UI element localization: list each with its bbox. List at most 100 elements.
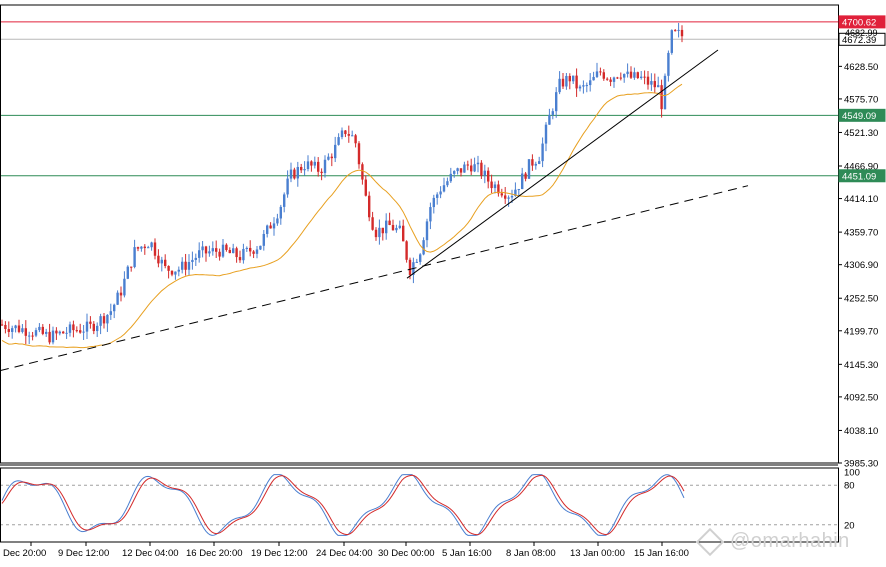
candle-body [578,86,582,89]
candle-body [425,221,429,241]
candle-body [279,206,282,219]
candles [0,22,684,345]
candle-body [116,292,119,305]
candle-body [11,328,14,332]
candle-body [306,161,310,170]
price-tick-label-8: 4199.70 [844,326,878,337]
candle-body [351,135,354,137]
candle-body [62,331,65,334]
candle-body [500,193,503,196]
candle-body [283,194,286,207]
candle-body [296,166,299,179]
candle-body [187,262,191,270]
candle-body [507,197,510,199]
level-box-1 [838,32,886,46]
candle-body [405,241,408,260]
candle-body [592,76,595,81]
candle-body [510,195,514,198]
candle-body [640,76,643,78]
candle-body [439,191,442,195]
candle-body [582,85,585,87]
osc-axis-label-2: 20 [844,520,855,531]
candle-body [453,171,456,174]
candle-body [612,77,616,82]
candle-body [334,144,337,159]
candle-body [602,72,605,79]
candle-body [293,169,296,179]
price-tick-label-9: 4145.30 [844,360,878,371]
candle-body [524,173,527,179]
candle-body [663,75,667,110]
candle-body [289,169,293,179]
candle-body [45,331,48,334]
candle-body [194,257,197,260]
candle-body [670,30,673,53]
candle-body [643,76,646,78]
candle-body [96,325,99,332]
candle-body [629,71,633,78]
candle-body [198,250,201,258]
candle-body [31,335,34,337]
watermark-logo-icon [695,527,725,556]
candle-body [538,161,541,164]
candle-body [51,330,55,343]
candle-body [245,247,248,249]
candle-body [55,330,58,334]
candle-body [7,329,10,332]
time-label-5: 24 Dec 04:00 [316,548,373,559]
stoch-main-line [1,474,685,536]
candle-body [633,72,636,78]
candle-body [585,85,588,87]
candle-body [14,325,17,329]
candle-body [606,78,609,80]
candle-body [660,85,663,110]
candle-body [153,242,157,256]
candle-body [123,278,126,296]
candle-body [337,137,340,145]
candle-body [344,130,347,135]
candle-body [330,156,333,159]
candle-body [572,75,575,82]
level-box-3 [838,169,886,183]
moving-average-line [1,83,683,349]
candle-body [340,130,344,138]
level-box-0 [838,15,886,29]
price-tick-label-2: 4521.30 [844,128,878,139]
candle-body [157,255,160,264]
candle-body [371,217,374,230]
time-label-4: 19 Dec 12:00 [251,548,308,559]
candle-body [320,171,323,174]
level-label-1: 4672.39 [842,35,876,46]
candle-body [446,181,449,186]
candle-body [466,164,469,166]
osc-axis-label-0: 100 [844,468,860,479]
candle-body [147,247,150,249]
candle-body [422,240,425,255]
candle-body [0,324,4,326]
candle-body [327,156,330,160]
candle-body [374,229,378,238]
candle-body [201,246,204,251]
candle-body [385,220,388,234]
candle-body [476,162,480,165]
candle-body [680,29,684,37]
candle-body [480,162,483,176]
candle-body [242,248,245,261]
candle-body [136,247,140,249]
candle-body [517,189,520,191]
candle-body [449,173,452,182]
stoch-signal-line [1,474,685,536]
candle-body [130,266,133,268]
osc-axis-label-1: 80 [844,481,855,492]
candle-body [41,326,44,334]
candle-body [113,304,116,312]
candle-body [133,247,136,268]
candle-body [221,244,225,257]
candle-body [623,74,626,78]
trendline-dashed [0,185,749,372]
candle-body [177,269,180,272]
candle-body [184,261,187,270]
price-tick-label-7: 4252.50 [844,294,878,305]
candle-body [497,184,500,194]
main-panel [0,21,838,372]
